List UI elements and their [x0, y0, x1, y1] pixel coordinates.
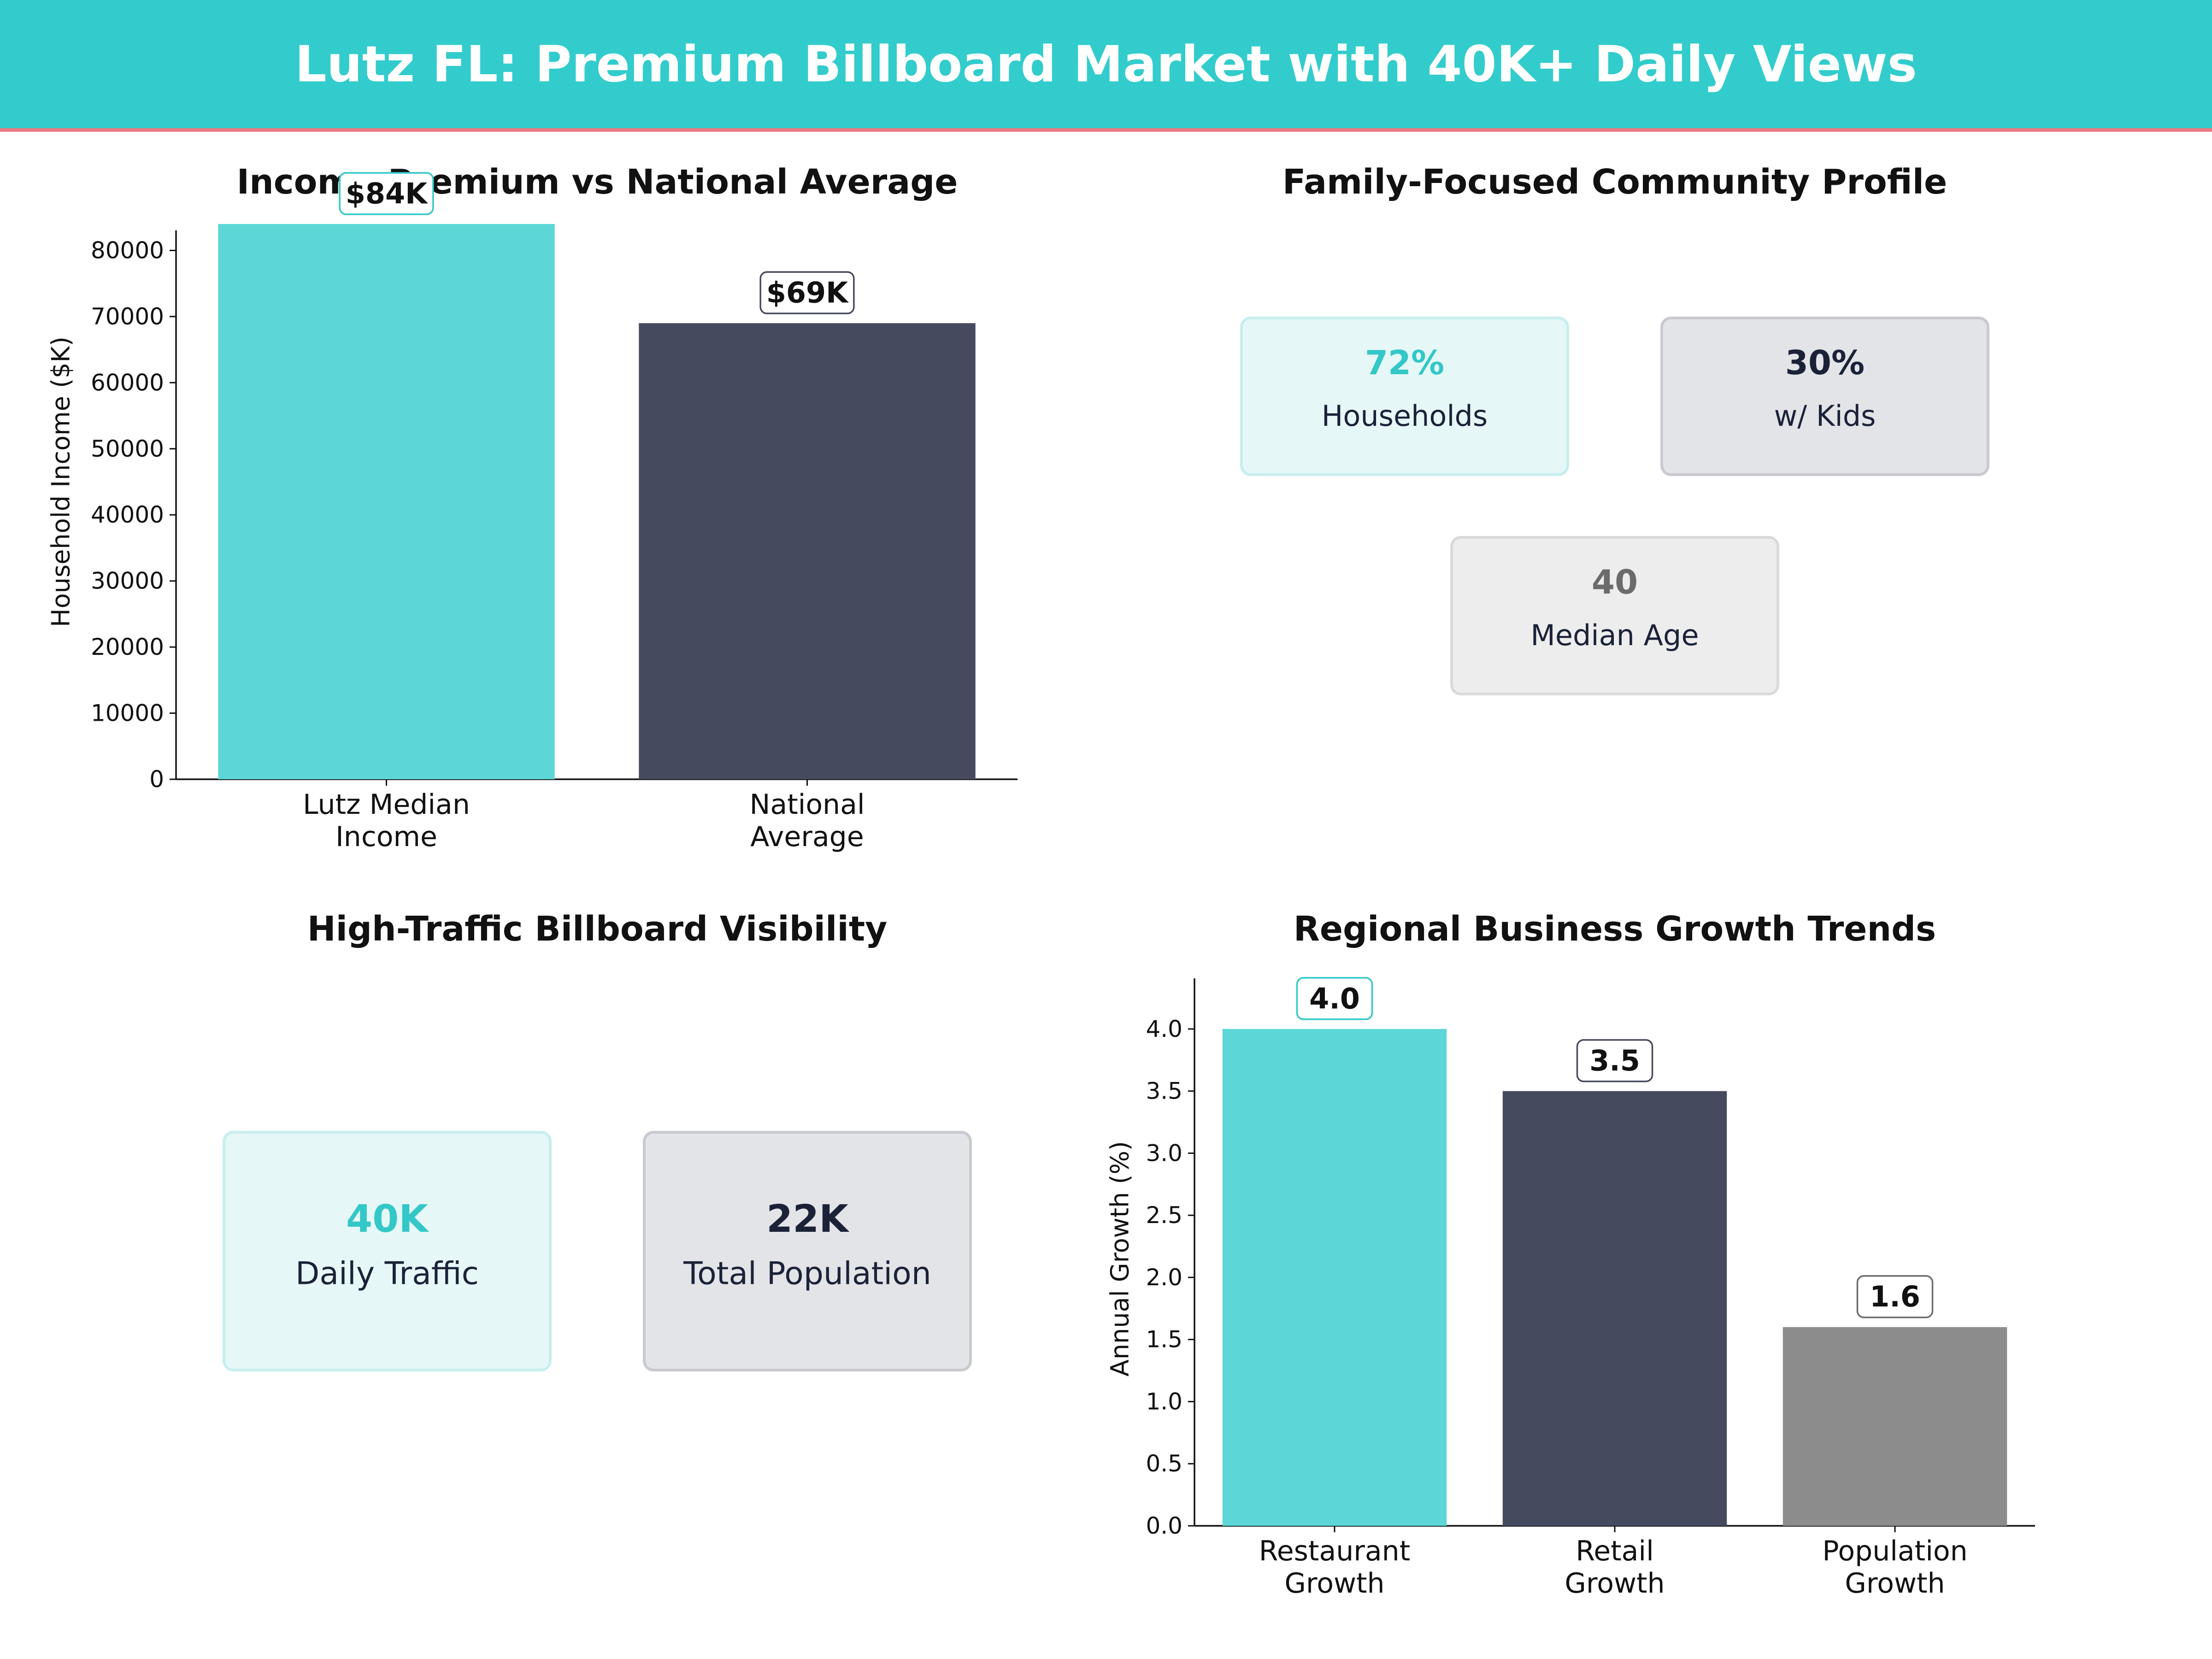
- y-axis-label: Annual Growth (%): [1106, 1141, 1135, 1377]
- data-label: $69K: [766, 276, 849, 310]
- family-stat-cards: 72% Households 30% w/ Kids 40 Median Age: [1240, 317, 1989, 695]
- bar: [1222, 1029, 1447, 1526]
- growth-bar-chart: 0.0 0.5 1.0 1.5 2.0 2.5 3.0 3.5 4.0 Annual Growth…: [1106, 977, 2035, 1600]
- stat-value: 40K: [346, 1197, 429, 1241]
- y-tick-label: 40000: [91, 501, 164, 528]
- y-tick-label: 0.0: [1146, 1512, 1182, 1539]
- y-tick-label: 50000: [91, 435, 164, 462]
- x-tick-label: Lutz Median: [303, 788, 470, 821]
- growth-panel-title: Regional Business Growth Trends: [1294, 909, 1936, 949]
- bar: [639, 323, 976, 779]
- data-label-box: [1856, 1275, 1934, 1318]
- bar: [1783, 1327, 2007, 1526]
- data-label: $84K: [346, 177, 428, 211]
- stat-card: [223, 1131, 552, 1371]
- stat-label: Total Population: [683, 1256, 931, 1292]
- y-tick-label: 3.5: [1146, 1078, 1182, 1105]
- y-tick-label: 4.0: [1146, 1016, 1182, 1042]
- header-rule: [0, 128, 2212, 132]
- stat-value: 22K: [766, 1197, 850, 1241]
- x-tick-label: Growth: [1284, 1567, 1384, 1600]
- data-label: 3.5: [1589, 1044, 1640, 1077]
- stat-card: [643, 1131, 972, 1371]
- stat-card: [1450, 536, 1779, 695]
- data-label: 1.6: [1870, 1280, 1920, 1313]
- stat-label: Daily Traffic: [295, 1256, 479, 1292]
- x-tick-label: Average: [750, 821, 864, 853]
- y-tick-label: 70000: [91, 303, 164, 330]
- stat-value: 40: [1592, 563, 1638, 601]
- data-label: 4.0: [1309, 982, 1360, 1015]
- data-label-box: [1296, 977, 1373, 1020]
- stat-label: w/ Kids: [1774, 399, 1876, 433]
- y-tick-label: 80000: [91, 237, 164, 264]
- stat-label: Median Age: [1530, 618, 1699, 652]
- data-label-box: [1576, 1039, 1653, 1082]
- y-tick-label: 3.0: [1146, 1140, 1182, 1166]
- y-tick-label: 30000: [91, 568, 164, 594]
- x-tick-label: Growth: [1565, 1567, 1665, 1600]
- y-tick-label: 60000: [91, 369, 164, 396]
- y-tick-label: 2.5: [1146, 1202, 1182, 1229]
- bar: [1502, 1091, 1727, 1526]
- y-tick-label: 0: [149, 766, 164, 793]
- stat-value: 30%: [1785, 343, 1865, 382]
- x-tick-label: Retail: [1576, 1535, 1654, 1567]
- y-tick-label: 1.0: [1146, 1388, 1182, 1415]
- x-tick-label: Restaurant: [1259, 1535, 1410, 1567]
- y-tick-label: 0.5: [1146, 1450, 1182, 1477]
- y-tick-label: 20000: [91, 634, 164, 660]
- x-tick-label: Growth: [1845, 1567, 1945, 1600]
- header-band: [0, 0, 2212, 128]
- traffic-panel-title: High-Traffic Billboard Visibility: [307, 909, 888, 949]
- data-label-box: [759, 271, 855, 314]
- page-title: Lutz FL: Premium Billboard Market with 4…: [295, 36, 1917, 94]
- family-panel-title: Family-Focused Community Profile: [1282, 162, 1947, 202]
- x-tick-label: Population: [1822, 1535, 1967, 1567]
- stat-card: [1660, 317, 1989, 476]
- y-axis-label: Household Income ($K): [47, 336, 76, 627]
- traffic-stat-cards: 40K Daily Traffic 22K Total Population: [223, 1131, 972, 1371]
- data-label-box: [339, 172, 434, 215]
- stat-card: [1240, 317, 1569, 476]
- income-bar-chart: 0 10000 20000 30000 40000 50000 60000 70000 8000…: [47, 172, 1018, 853]
- x-tick-label: National: [749, 788, 865, 821]
- x-tick-label: Income: [335, 821, 437, 853]
- stat-value: 72%: [1365, 343, 1444, 382]
- y-tick-label: 1.5: [1146, 1326, 1182, 1353]
- y-tick-label: 2.0: [1146, 1264, 1182, 1291]
- bar: [218, 224, 555, 780]
- y-tick-label: 10000: [91, 700, 164, 727]
- stat-label: Households: [1322, 399, 1488, 433]
